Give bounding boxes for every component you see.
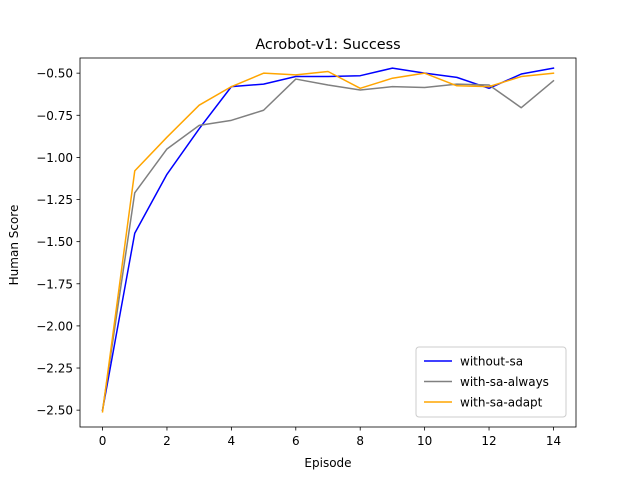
plot-layer bbox=[101, 67, 555, 413]
x-tick-label: 4 bbox=[228, 434, 236, 448]
x-tick-label: 0 bbox=[99, 434, 107, 448]
x-axis-label: Episode bbox=[304, 456, 351, 470]
series-line-with-sa-adapt bbox=[101, 70, 555, 413]
y-tick-label: −1.25 bbox=[36, 193, 73, 207]
legend-label-with-sa-adapt: with-sa-adapt bbox=[460, 396, 543, 410]
x-tick-label: 6 bbox=[292, 434, 300, 448]
axes-frame bbox=[79, 57, 577, 428]
series-line-with-sa-always bbox=[101, 78, 555, 412]
axes-layer: 0 2 4 6 8 10 12 14 −2.50 −2.25 −2.00 −1.75 −1.50 −1.2… bbox=[36, 57, 577, 448]
y-axis-label: Human Score bbox=[7, 205, 21, 286]
x-tick-label: 12 bbox=[481, 434, 496, 448]
y-tick-label: −2.25 bbox=[36, 362, 73, 376]
y-tick-label: −1.75 bbox=[36, 277, 73, 291]
legend: without-sa with-sa-always with-sa-adapt bbox=[415, 346, 567, 418]
y-tick-label: −2.00 bbox=[36, 319, 73, 333]
chart-title: Acrobot-v1: Success bbox=[255, 37, 400, 53]
y-tick-label: −1.50 bbox=[36, 235, 73, 249]
x-tick-label: 2 bbox=[163, 434, 171, 448]
x-tick-label: 14 bbox=[546, 434, 561, 448]
y-tick-label: −0.75 bbox=[36, 109, 73, 123]
x-tick-label: 10 bbox=[417, 434, 432, 448]
y-tick-label: −1.00 bbox=[36, 151, 73, 165]
y-tick-label: −0.50 bbox=[36, 67, 73, 81]
legend-label-without-sa: without-sa bbox=[460, 355, 523, 369]
legend-box bbox=[415, 346, 567, 418]
y-tick-label: −2.50 bbox=[36, 404, 73, 418]
legend-label-with-sa-always: with-sa-always bbox=[460, 375, 549, 389]
x-tick-label: 8 bbox=[356, 434, 364, 448]
